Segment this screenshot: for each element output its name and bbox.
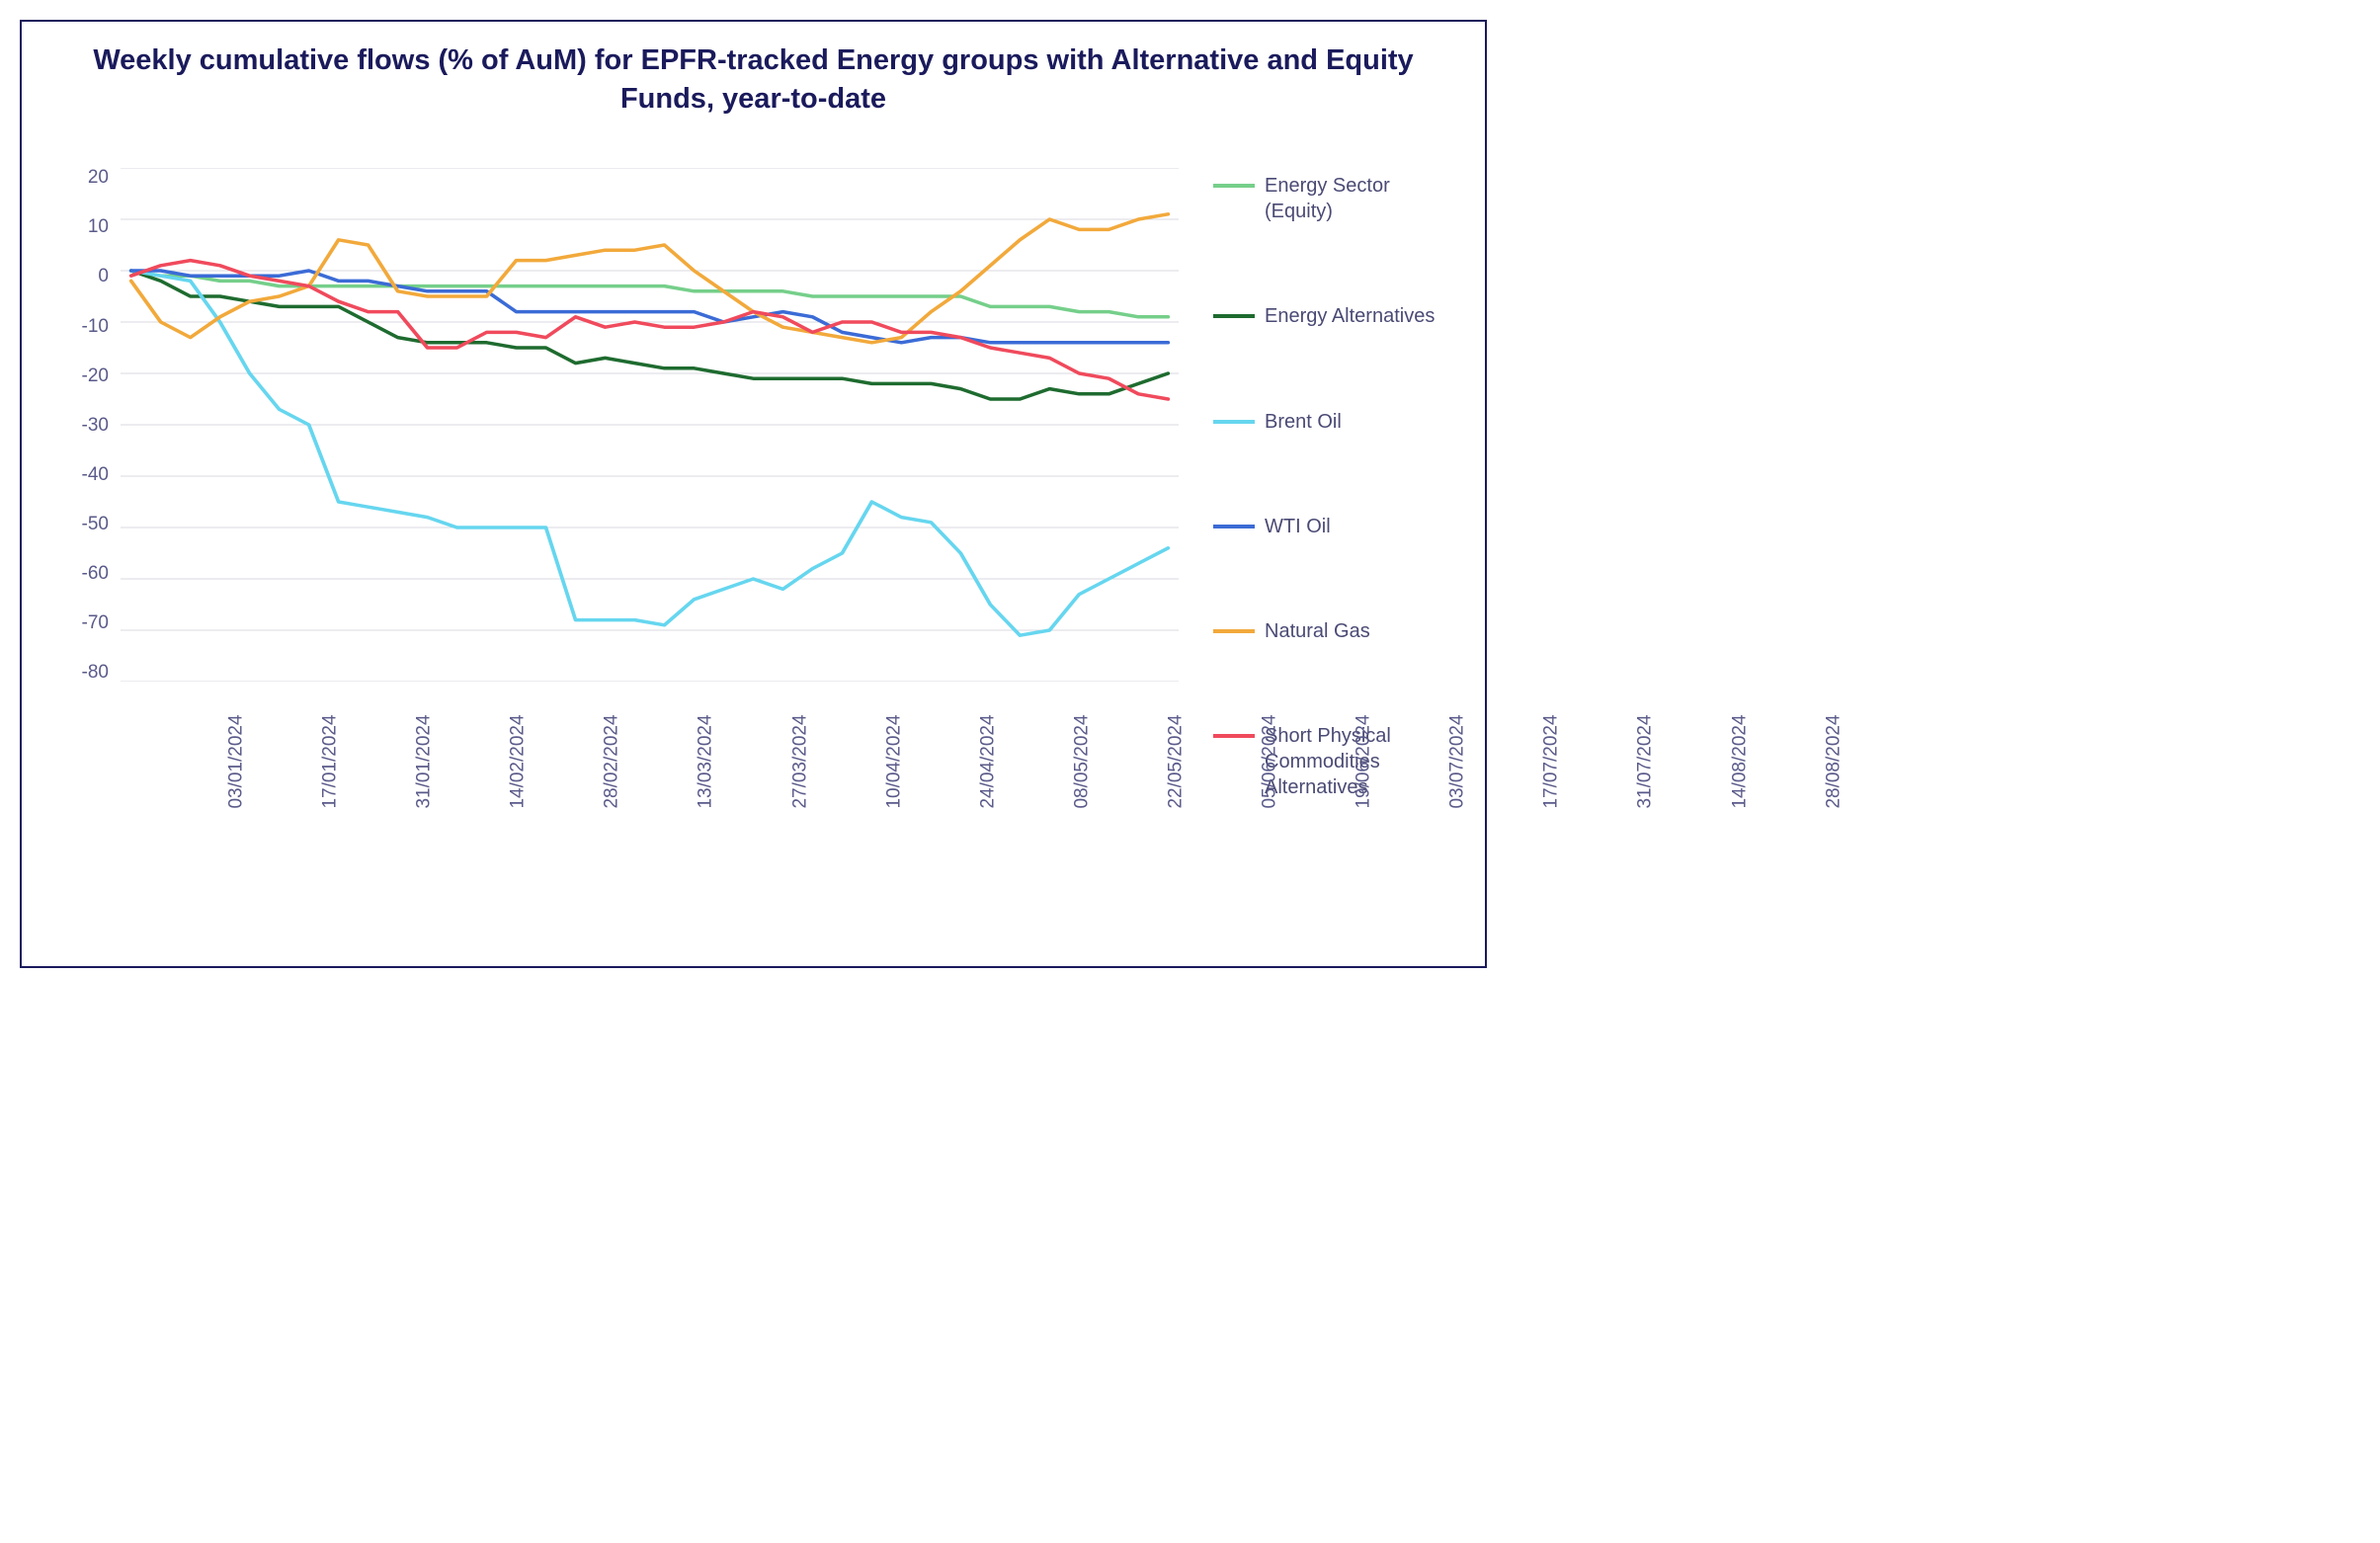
y-tick: 20 (88, 168, 109, 187)
x-tick: 31/07/2024 (1599, 701, 1692, 723)
legend-item: Short Physical Commodities Alternatives (1213, 723, 1455, 800)
legend-label: Energy Alternatives (1265, 303, 1435, 329)
series-line (131, 271, 1169, 399)
x-tick: 24/04/2024 (942, 701, 1035, 723)
x-axis: 03/01/202417/01/202431/01/202414/02/2024… (190, 701, 1179, 723)
legend-label: Energy Sector (Equity) (1265, 173, 1455, 224)
legend-label: WTI Oil (1265, 514, 1331, 539)
plot-svg-wrap: 03/01/202417/01/202431/01/202414/02/2024… (121, 168, 1179, 889)
x-tick: 31/01/2024 (377, 701, 471, 723)
legend-swatch (1213, 420, 1255, 424)
chart-title: Weekly cumulative flows (% of AuM) for E… (51, 41, 1455, 119)
x-tick: 22/05/2024 (1129, 701, 1223, 723)
x-tick: 14/02/2024 (471, 701, 565, 723)
legend-swatch (1213, 184, 1255, 188)
x-tick: 28/02/2024 (565, 701, 659, 723)
y-tick: -10 (82, 317, 109, 336)
y-tick: -70 (82, 613, 109, 632)
plot-area: 20 10 0 -10 -20 -30 -40 -50 -60 -70 -80 03/01/2024… (51, 168, 1179, 889)
x-tick: 03/01/2024 (190, 701, 284, 723)
legend-label: Natural Gas (1265, 618, 1370, 644)
legend-swatch (1213, 734, 1255, 738)
x-tick: 10/04/2024 (848, 701, 942, 723)
y-tick: -30 (82, 416, 109, 435)
y-tick: -40 (82, 465, 109, 484)
legend-swatch (1213, 629, 1255, 633)
chart-body: 20 10 0 -10 -20 -30 -40 -50 -60 -70 -80 03/01/2024… (51, 168, 1455, 889)
y-tick: 0 (98, 267, 109, 285)
y-tick: -50 (82, 515, 109, 533)
x-tick: 14/08/2024 (1693, 701, 1787, 723)
legend-item: WTI Oil (1213, 514, 1455, 539)
x-tick: 05/06/2024 (1223, 701, 1317, 723)
legend-item: Energy Sector (Equity) (1213, 173, 1455, 224)
y-axis: 20 10 0 -10 -20 -30 -40 -50 -60 -70 -80 (51, 168, 121, 682)
x-tick: 17/01/2024 (284, 701, 377, 723)
x-tick: 19/06/2024 (1317, 701, 1411, 723)
x-tick: 27/03/2024 (754, 701, 848, 723)
legend-item: Brent Oil (1213, 409, 1455, 435)
x-tick: 13/03/2024 (659, 701, 753, 723)
y-tick: 10 (88, 217, 109, 236)
x-tick: 28/08/2024 (1787, 701, 1881, 723)
legend-swatch (1213, 525, 1255, 528)
x-tick: 03/07/2024 (1411, 701, 1505, 723)
x-tick: 17/07/2024 (1505, 701, 1599, 723)
y-tick: -60 (82, 564, 109, 583)
legend-label: Brent Oil (1265, 409, 1342, 435)
legend-swatch (1213, 314, 1255, 318)
chart-container: Weekly cumulative flows (% of AuM) for E… (20, 20, 1487, 968)
x-tick: 08/05/2024 (1035, 701, 1129, 723)
y-tick: -20 (82, 366, 109, 385)
series-line (131, 261, 1169, 399)
plot-svg (121, 168, 1179, 682)
legend-item: Energy Alternatives (1213, 303, 1455, 329)
y-tick: -80 (82, 663, 109, 682)
legend-item: Natural Gas (1213, 618, 1455, 644)
